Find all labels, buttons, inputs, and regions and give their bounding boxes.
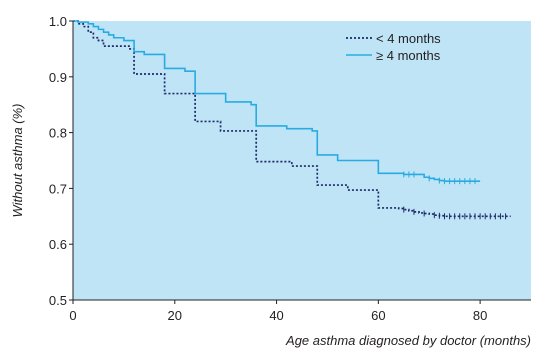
legend: < 4 months ≥ 4 months <box>346 31 441 63</box>
y-tick-label: 0.7 <box>49 181 67 196</box>
y-axis-label: Without asthma (%) <box>10 103 25 217</box>
x-tick-label: 40 <box>269 308 283 323</box>
x-axis-label: Age asthma diagnosed by doctor (months) <box>285 333 531 348</box>
series-line-0 <box>73 20 511 218</box>
y-tick-label: 0.9 <box>49 70 67 85</box>
axis-ticks: 0.5 0.6 0.7 0.8 0.9 1.0 0 20 40 60 80 <box>49 14 487 323</box>
x-tick-label: 20 <box>168 308 182 323</box>
y-tick-label: 0.8 <box>49 126 67 141</box>
legend-label-4-months-or-more: ≥ 4 months <box>376 48 441 63</box>
series-line-1 <box>73 20 481 182</box>
y-tick-label: 1.0 <box>49 14 67 29</box>
legend-label-under-4-months: < 4 months <box>376 31 441 46</box>
y-tick-label: 0.6 <box>49 237 67 252</box>
chart-marks <box>73 20 511 220</box>
x-tick-label: 0 <box>69 308 76 323</box>
plot-area <box>73 21 531 300</box>
y-tick-label: 0.5 <box>49 293 67 308</box>
x-tick-label: 60 <box>371 308 385 323</box>
x-tick-label: 80 <box>473 308 487 323</box>
